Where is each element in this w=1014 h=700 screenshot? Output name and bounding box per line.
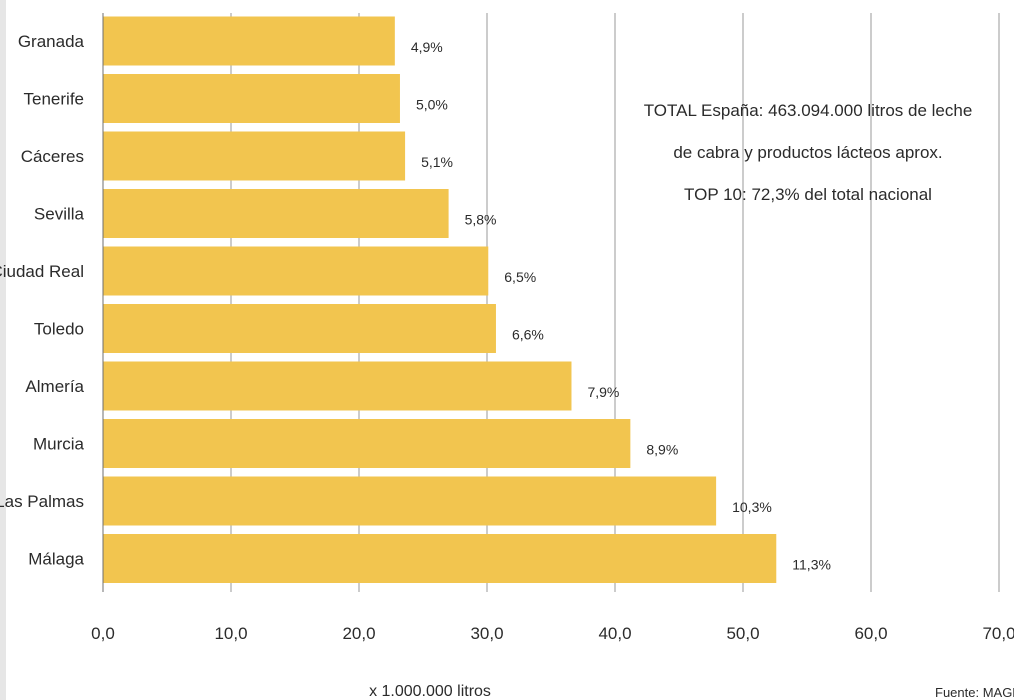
x-tick-label: 50,0 (726, 624, 759, 643)
category-label: Las Palmas (0, 492, 84, 511)
category-label: Almería (25, 377, 84, 396)
x-tick-label: 70,0 (982, 624, 1014, 643)
category-label: Toledo (34, 320, 84, 339)
value-label: 6,6% (512, 327, 544, 343)
value-label: 11,3% (792, 557, 831, 573)
bar (103, 534, 777, 583)
category-label: Murcia (33, 435, 85, 454)
value-label: 5,1% (421, 154, 453, 170)
x-tick-label: 20,0 (342, 624, 375, 643)
value-label: 8,9% (646, 442, 678, 458)
category-label: Málaga (28, 550, 84, 569)
category-labels: Granada Tenerife Cáceres Sevilla Ciudad Real… (0, 32, 85, 569)
bar (103, 189, 449, 238)
bar (103, 16, 395, 66)
bar (103, 419, 631, 468)
annotation-text: TOTAL España: 463.094.000 litros de lech… (644, 101, 973, 204)
x-tick-label: 0,0 (91, 624, 115, 643)
x-tick-label: 60,0 (854, 624, 887, 643)
value-label: 5,0% (416, 97, 448, 113)
x-tick-label: 10,0 (214, 624, 247, 643)
bar (103, 361, 572, 411)
bar (103, 304, 496, 353)
category-label: Granada (18, 32, 85, 51)
x-tick-label: 30,0 (470, 624, 503, 643)
value-label: 6,5% (504, 269, 536, 285)
annotation-line: TOTAL España: 463.094.000 litros de lech… (644, 101, 973, 120)
value-label: 4,9% (411, 39, 443, 55)
value-labels: 4,9% 5,0% 5,1% 5,8% 6,5% 6,6% 7,9% 8,9% 10,3% 11,… (411, 39, 831, 573)
bar (103, 74, 400, 123)
x-tick-label: 40,0 (598, 624, 631, 643)
category-label: Tenerife (24, 90, 84, 109)
x-tick-labels: 0,0 10,0 20,0 30,0 40,0 50,0 60,0 70,0 (91, 624, 1014, 643)
x-axis-title: x 1.000.000 litros (369, 683, 491, 700)
category-label: Sevilla (34, 205, 85, 224)
bars (103, 16, 777, 583)
bar (103, 131, 406, 181)
annotation-line: de cabra y productos lácteos aprox. (673, 143, 942, 162)
value-label: 5,8% (465, 212, 497, 228)
annotation-line: TOP 10: 72,3% del total nacional (684, 185, 932, 204)
category-label: Ciudad Real (0, 262, 84, 281)
category-label: Cáceres (21, 147, 84, 166)
bar (103, 476, 717, 526)
value-label: 7,9% (587, 384, 619, 400)
bar (103, 246, 489, 296)
source-note: Fuente: MAGRAMA (935, 685, 1014, 700)
left-edge-strip (0, 0, 6, 700)
value-label: 10,3% (732, 499, 772, 515)
